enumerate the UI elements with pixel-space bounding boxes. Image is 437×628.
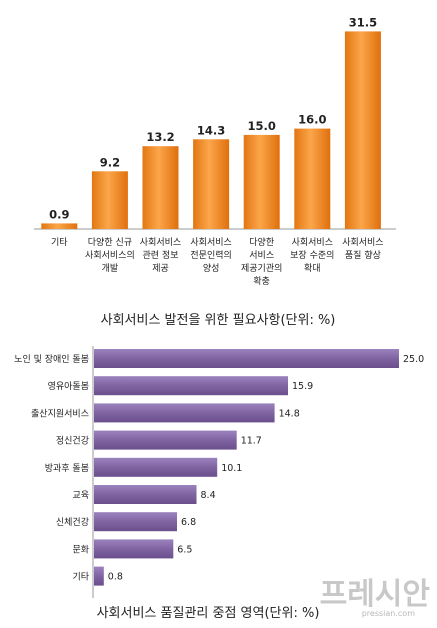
bottom-category-label-7: 문화 — [72, 544, 89, 555]
bottom-bar-5 — [94, 485, 197, 504]
top-category-label-4: 다양한 서비스 제공기관의 확충 — [241, 237, 282, 287]
bottom-category-label-8: 기타 — [72, 572, 89, 583]
top-bar-value-0: 0.9 — [49, 207, 69, 221]
bottom-bar-value-4: 10.1 — [221, 463, 242, 474]
top-category-label-3: 사회서비스 전문인력의 양성 — [190, 237, 231, 274]
top-category-label-1: 다양한 신규 사회서비스의 개발 — [85, 237, 135, 274]
top-bar-value-3: 14.3 — [197, 123, 225, 137]
bottom-chart-title: 사회서비스 품질관리 중점 영역(단위: %) — [97, 606, 320, 621]
bottom-bar-3 — [94, 430, 237, 450]
bottom-bar-value-1: 15.9 — [292, 381, 313, 392]
watermark-text: 프레시안 — [320, 577, 431, 612]
bottom-bar-value-5: 8.4 — [201, 490, 216, 501]
top-bar-6 — [344, 31, 381, 230]
top-category-label-0: 기타 — [51, 237, 68, 248]
top-bar-chart: 0.9 기타 9.2 다양한 신규 사회서비스의 개발 13.2 사회서비스 관련 정보 제공 14… — [34, 15, 396, 328]
top-bar-3 — [193, 139, 230, 229]
bottom-bar-chart: 25.0 노인 및 장애인 돌봄 15.9 영유아돌봄 14.8 출산지원서비스 11.7 정… — [14, 346, 424, 621]
bottom-bar-6 — [94, 512, 177, 532]
bottom-bar-8 — [94, 566, 104, 586]
bottom-category-label-5: 교육 — [72, 490, 89, 501]
top-bar-2 — [142, 146, 179, 229]
watermark-logo: 프레시안 pressian.com — [320, 577, 431, 618]
bottom-bar-value-8: 0.8 — [108, 572, 123, 583]
bottom-category-label-2: 출산지원서비스 — [31, 408, 89, 419]
bottom-category-label-0: 노인 및 장애인 돌봄 — [14, 353, 89, 365]
bottom-bar-value-3: 11.7 — [241, 436, 262, 447]
bottom-bar-0 — [94, 349, 399, 368]
top-bar-value-6: 31.5 — [349, 15, 377, 29]
bottom-bar-2 — [94, 403, 275, 423]
top-chart-title: 사회서비스 발전을 위한 필요사항(단위: %) — [101, 313, 336, 328]
bottom-category-label-1: 영유아돌봄 — [48, 381, 89, 392]
bottom-bar-7 — [94, 539, 174, 559]
top-category-label-2: 사회서비스 관련 정보 제공 — [140, 237, 181, 274]
top-bar-5 — [294, 128, 331, 229]
bottom-bar-value-6: 6.8 — [181, 517, 196, 528]
bottom-category-label-3: 정신건강 — [56, 436, 89, 447]
top-bar-value-5: 16.0 — [298, 113, 326, 127]
top-bar-value-4: 15.0 — [248, 119, 276, 133]
bottom-category-label-4: 방과후 돌봄 — [45, 463, 89, 474]
bottom-bar-4 — [94, 457, 218, 477]
bottom-category-label-6: 신체건강 — [56, 517, 89, 528]
top-bar-0 — [41, 223, 78, 229]
bottom-bar-value-0: 25.0 — [403, 354, 424, 365]
top-bar-value-2: 13.2 — [146, 130, 174, 144]
top-bar-4 — [243, 134, 280, 229]
top-bar-1 — [91, 171, 128, 229]
bottom-bar-value-2: 14.8 — [279, 408, 300, 419]
top-category-label-6: 사회서비스 품질 향상 — [342, 237, 383, 261]
watermark-sub: pressian.com — [362, 609, 415, 618]
top-category-label-5: 사회서비스 보장 수준의 확대 — [290, 237, 334, 274]
top-bar-value-1: 9.2 — [100, 155, 120, 169]
bottom-bar-value-7: 6.5 — [177, 544, 192, 555]
bottom-bar-1 — [94, 376, 288, 396]
